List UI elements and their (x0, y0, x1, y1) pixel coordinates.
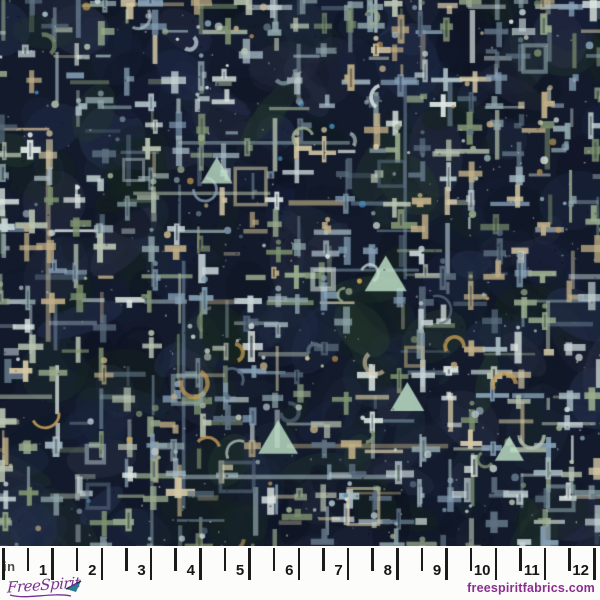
ruler-tick (75, 548, 79, 571)
ruler-tick (223, 548, 227, 571)
ruler-tick (248, 548, 251, 580)
ruler-tick (568, 548, 571, 571)
website-url: freespiritfabrics.com (467, 581, 595, 595)
ruler-tick (346, 548, 350, 580)
ruler-tick (519, 548, 522, 571)
ruler-number: 9 (432, 562, 442, 579)
ruler-number: 10 (473, 562, 491, 579)
ruler-tick (199, 548, 202, 580)
ruler-number: 12 (572, 562, 589, 579)
ruler-tick (272, 548, 276, 571)
fabric-swatch (0, 0, 600, 546)
ruler-tick (494, 548, 497, 580)
ruler-tick (396, 548, 399, 580)
ruler-tick (2, 548, 5, 580)
ruler-tick (26, 548, 30, 571)
ruler-tick (174, 548, 177, 571)
ruler-tick (543, 548, 547, 580)
ruler-tick (593, 548, 596, 580)
logo-flourish (9, 594, 72, 598)
ruler-unit-label: in (3, 559, 16, 574)
ruler-number: 4 (186, 562, 195, 579)
ruler-number: 7 (334, 562, 343, 579)
ruler-tick (420, 548, 424, 571)
ruler-tick (51, 548, 54, 580)
ruler-number: 3 (137, 562, 146, 579)
ruler-tick (322, 548, 325, 571)
ruler-number: 1 (38, 562, 48, 579)
ruler-tick (371, 548, 374, 571)
ruler-number: 11 (523, 562, 540, 579)
ruler-number: 5 (235, 562, 245, 579)
ruler-tick (297, 548, 300, 580)
freespirit-logo: FreeSpirit (7, 573, 87, 599)
ruler-number: 2 (88, 562, 97, 579)
logo-flag-icon (65, 580, 82, 592)
ruler-tick (445, 548, 448, 580)
ruler: in 1 2 3 4 5 6 7 8 9 10 11 12 FreeSpirit freespirit… (0, 546, 600, 600)
ruler-number: 6 (285, 562, 294, 579)
ruler-tick (100, 548, 103, 580)
ruler-tick (149, 548, 153, 580)
ruler-tick (125, 548, 128, 571)
ruler-tick (469, 548, 473, 571)
ruler-number: 8 (383, 562, 392, 579)
